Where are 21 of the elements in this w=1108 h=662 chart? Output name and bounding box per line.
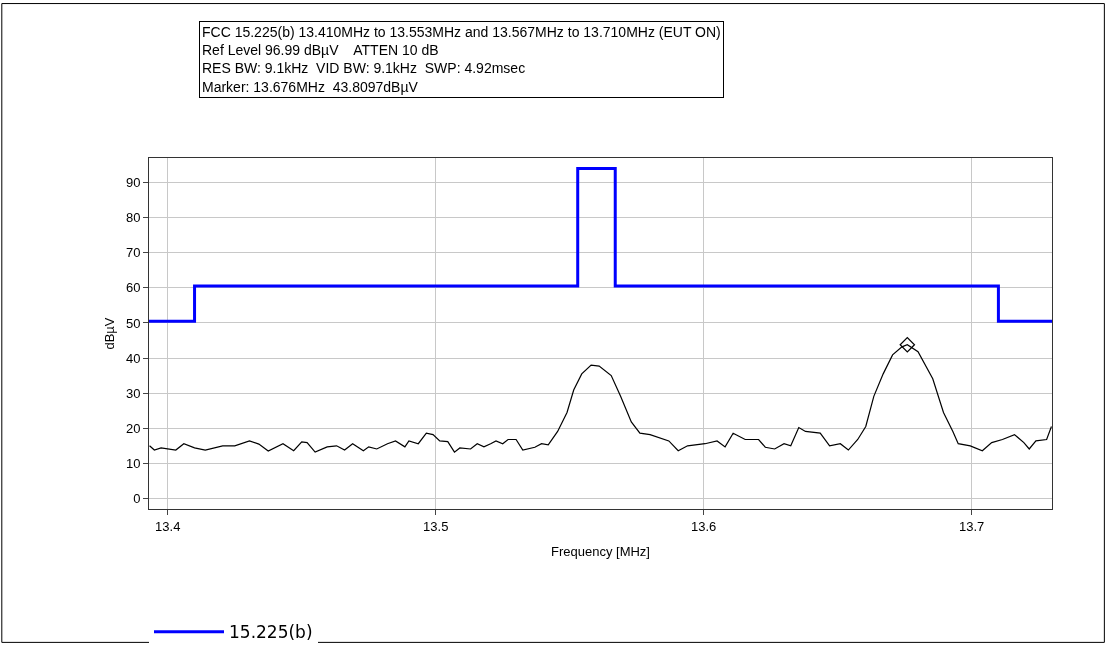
x-tick-label: 13.7 <box>958 518 985 534</box>
text: RES BW: 9.1kHz VID BW: 9.1kHz SWP: 4.92msec <box>202 60 526 77</box>
y-tick-label: 70 <box>125 245 141 261</box>
text: Marker: 13.676MHz 43.8097dBµV <box>202 78 419 95</box>
legend-label: 15.225(b) <box>229 622 313 643</box>
y-axis-title: dBµV <box>101 317 117 350</box>
text: Ref Level 96.99 dBµV ATTEN 10 dB <box>202 42 439 59</box>
y-tick-label: 50 <box>125 315 141 331</box>
x-axis-title: Frequency [MHz] <box>551 544 650 560</box>
x-tick-label: 13.6 <box>691 518 717 534</box>
y-tick-label: 40 <box>125 350 141 366</box>
y-tick-label: 90 <box>125 175 141 191</box>
text: FCC 15.225(b) 13.410MHz to 13.553MHz and 13.567MHz to 13.710MHz (EUT ON) <box>202 24 721 40</box>
y-tick-label: 80 <box>125 210 141 226</box>
x-tick-label: 13.4 <box>155 518 181 534</box>
y-tick-label: 0 <box>133 491 141 507</box>
y-tick-label: 20 <box>125 420 141 436</box>
y-tick-label: 60 <box>125 280 141 296</box>
y-tick-label: 30 <box>125 385 141 401</box>
y-tick-label: 10 <box>125 455 141 471</box>
x-tick-label: 13.5 <box>423 518 449 534</box>
